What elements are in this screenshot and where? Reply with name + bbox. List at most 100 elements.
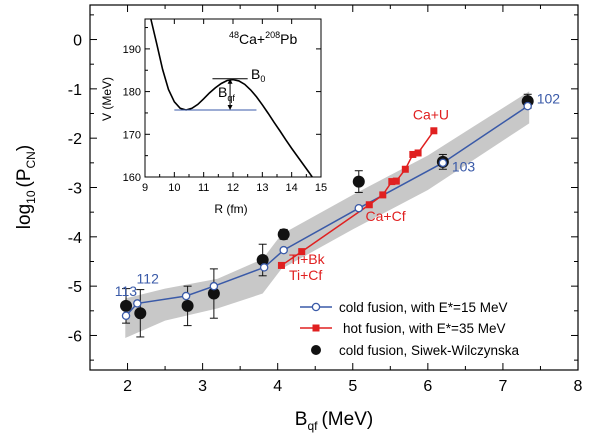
inset-x-tick-label: 11 [198, 182, 209, 194]
inset-y-tick-label: 190 [123, 44, 141, 56]
uncertainty-band [125, 91, 530, 338]
x-axis-ticks: 2 3 4 5 6 7 8 [89, 5, 583, 395]
y-axis-label-sub: 10 [24, 190, 38, 204]
y-tick-label: -3 [68, 181, 82, 198]
legend-marker-cold [311, 302, 321, 312]
hot-fusion-point [430, 127, 438, 135]
inset-b0-main: B [251, 66, 260, 82]
cold-fusion-point [133, 299, 142, 308]
siwek-wilczynska-point [256, 254, 269, 267]
uncertainty-band-layer [125, 91, 530, 338]
inset-reaction-pb: Pb [280, 31, 297, 47]
inset-x-tick-label: 15 [315, 182, 327, 194]
y-tick-label: 0 [73, 33, 82, 50]
inset-x-tick-label: 13 [256, 182, 268, 194]
inset-b0-label: B0 [251, 66, 265, 84]
y-tick-label: -4 [68, 230, 82, 247]
annotation-label: Ca+Cf [366, 208, 406, 224]
inset-plot-frame [144, 18, 322, 178]
hot-fusion-point [365, 201, 373, 209]
legend-label-hot: hot fusion, with E*=35 MeV [343, 321, 505, 336]
x-tick-label: 5 [348, 378, 357, 395]
annotation-label: 102 [537, 91, 561, 107]
inset-reaction-mass-ca: 48 [229, 30, 239, 40]
hot-fusion-point [414, 149, 422, 157]
x-tick-label: 4 [273, 378, 282, 395]
hot-fusion-point [388, 178, 396, 186]
legend-label-siwek: cold fusion, Siwek-Wilczynska [339, 343, 520, 358]
legend-marker-siwek [311, 345, 321, 355]
x-axis-label-unit: (MeV) [321, 409, 373, 430]
hot-fusion-point [409, 150, 417, 158]
inset-y-tick-label: 170 [123, 129, 141, 141]
y-tick-label: -2 [68, 131, 82, 148]
x-tick-label: 8 [574, 378, 583, 395]
inset-barrier-levels [174, 78, 257, 111]
annotation-label: Ti+Bk [289, 251, 326, 267]
inset-reaction-mass-pb: 208 [265, 30, 280, 40]
y-axis-label-arg-sub: CN [24, 151, 38, 168]
x-tick-label: 3 [198, 378, 207, 395]
inset-y-tick-label: 180 [123, 87, 141, 99]
series-layer [120, 93, 534, 338]
cold-fusion-point [523, 101, 532, 111]
inset-bqf-main: B [218, 84, 227, 100]
annotation-label: Ti+Cf [289, 267, 322, 283]
y-axis-label-arg: (P [14, 168, 35, 187]
x-tick-label: 2 [123, 378, 132, 395]
hot-fusion-point [277, 261, 285, 269]
cold-fusion-point [438, 158, 448, 168]
x-axis-label: Bqf (MeV) [295, 409, 373, 433]
hot-fusion-point [379, 191, 387, 199]
hot-fusion-point [401, 165, 409, 173]
legend-label-cold: cold fusion, with E*=15 MeV [339, 300, 507, 315]
y-tick-label: -5 [68, 279, 82, 296]
inset-x-axis-label: R (fm) [214, 202, 247, 216]
inset-bqf-sub: qf [227, 93, 235, 103]
siwek-wilczynska-point [134, 307, 147, 320]
inset-y-tick-label: 160 [123, 172, 141, 184]
y-tick-label: -6 [68, 328, 82, 345]
inset-bqf-arrow-head-down [227, 104, 233, 110]
siwek-wilczynska-point [120, 299, 133, 312]
inset-reaction-label: 48Ca+208Pb [229, 30, 297, 47]
inset-b0-sub: 0 [260, 74, 265, 84]
siwek-wilczynska-point [277, 228, 290, 241]
siwek-wilczynska-point [352, 175, 365, 188]
inset-bqf-arrow-head-up [227, 78, 233, 84]
inset-x-axis-ticks: 9 10 11 12 13 14 15 [142, 19, 327, 194]
cold-fusion-point [181, 291, 191, 301]
x-tick-label: 7 [498, 378, 507, 395]
inset-y-axis-ticks: 160 170 180 190 [123, 27, 321, 184]
legend-marker-hot [312, 324, 320, 332]
inset-reaction-ca: Ca+ [239, 31, 265, 47]
x-axis-label-main: B [295, 409, 308, 430]
inset-potential-curve [150, 18, 313, 178]
cold-fusion-point [279, 245, 288, 255]
cold-fusion-point [209, 281, 219, 291]
y-tick-label: -1 [68, 82, 82, 99]
hot-fusion-point [392, 177, 400, 185]
siwek-wilczynska-point [181, 299, 194, 312]
annotation-label: Ca+U [413, 106, 449, 122]
cold-fusion-point [259, 263, 269, 272]
inset-plot: 9 10 11 12 13 14 15 160 170 180 190 R (fm) V (MeV… [100, 18, 327, 216]
inset-x-tick-label: 10 [168, 182, 180, 194]
x-tick-label: 6 [423, 378, 432, 395]
annotation-label: 112 [137, 271, 160, 287]
annotation-label: 113 [115, 283, 138, 299]
y-axis-label-log: log [14, 204, 35, 229]
y-axis-label: log10 (PCN) [14, 145, 38, 229]
inset-x-tick-label: 14 [286, 182, 298, 194]
hot-fusion-point [298, 248, 306, 256]
inset-potential-curve-layer [150, 18, 313, 178]
x-axis-label-sub: qf [307, 419, 318, 433]
legend: cold fusion, with E*=15 MeV hot fusion, … [300, 300, 520, 358]
siwek-wilczynska-point [207, 287, 220, 300]
cold-fusion-point [121, 311, 131, 320]
annotation-label: 103 [452, 159, 476, 175]
inset-y-axis-label: V (MeV) [100, 77, 114, 121]
